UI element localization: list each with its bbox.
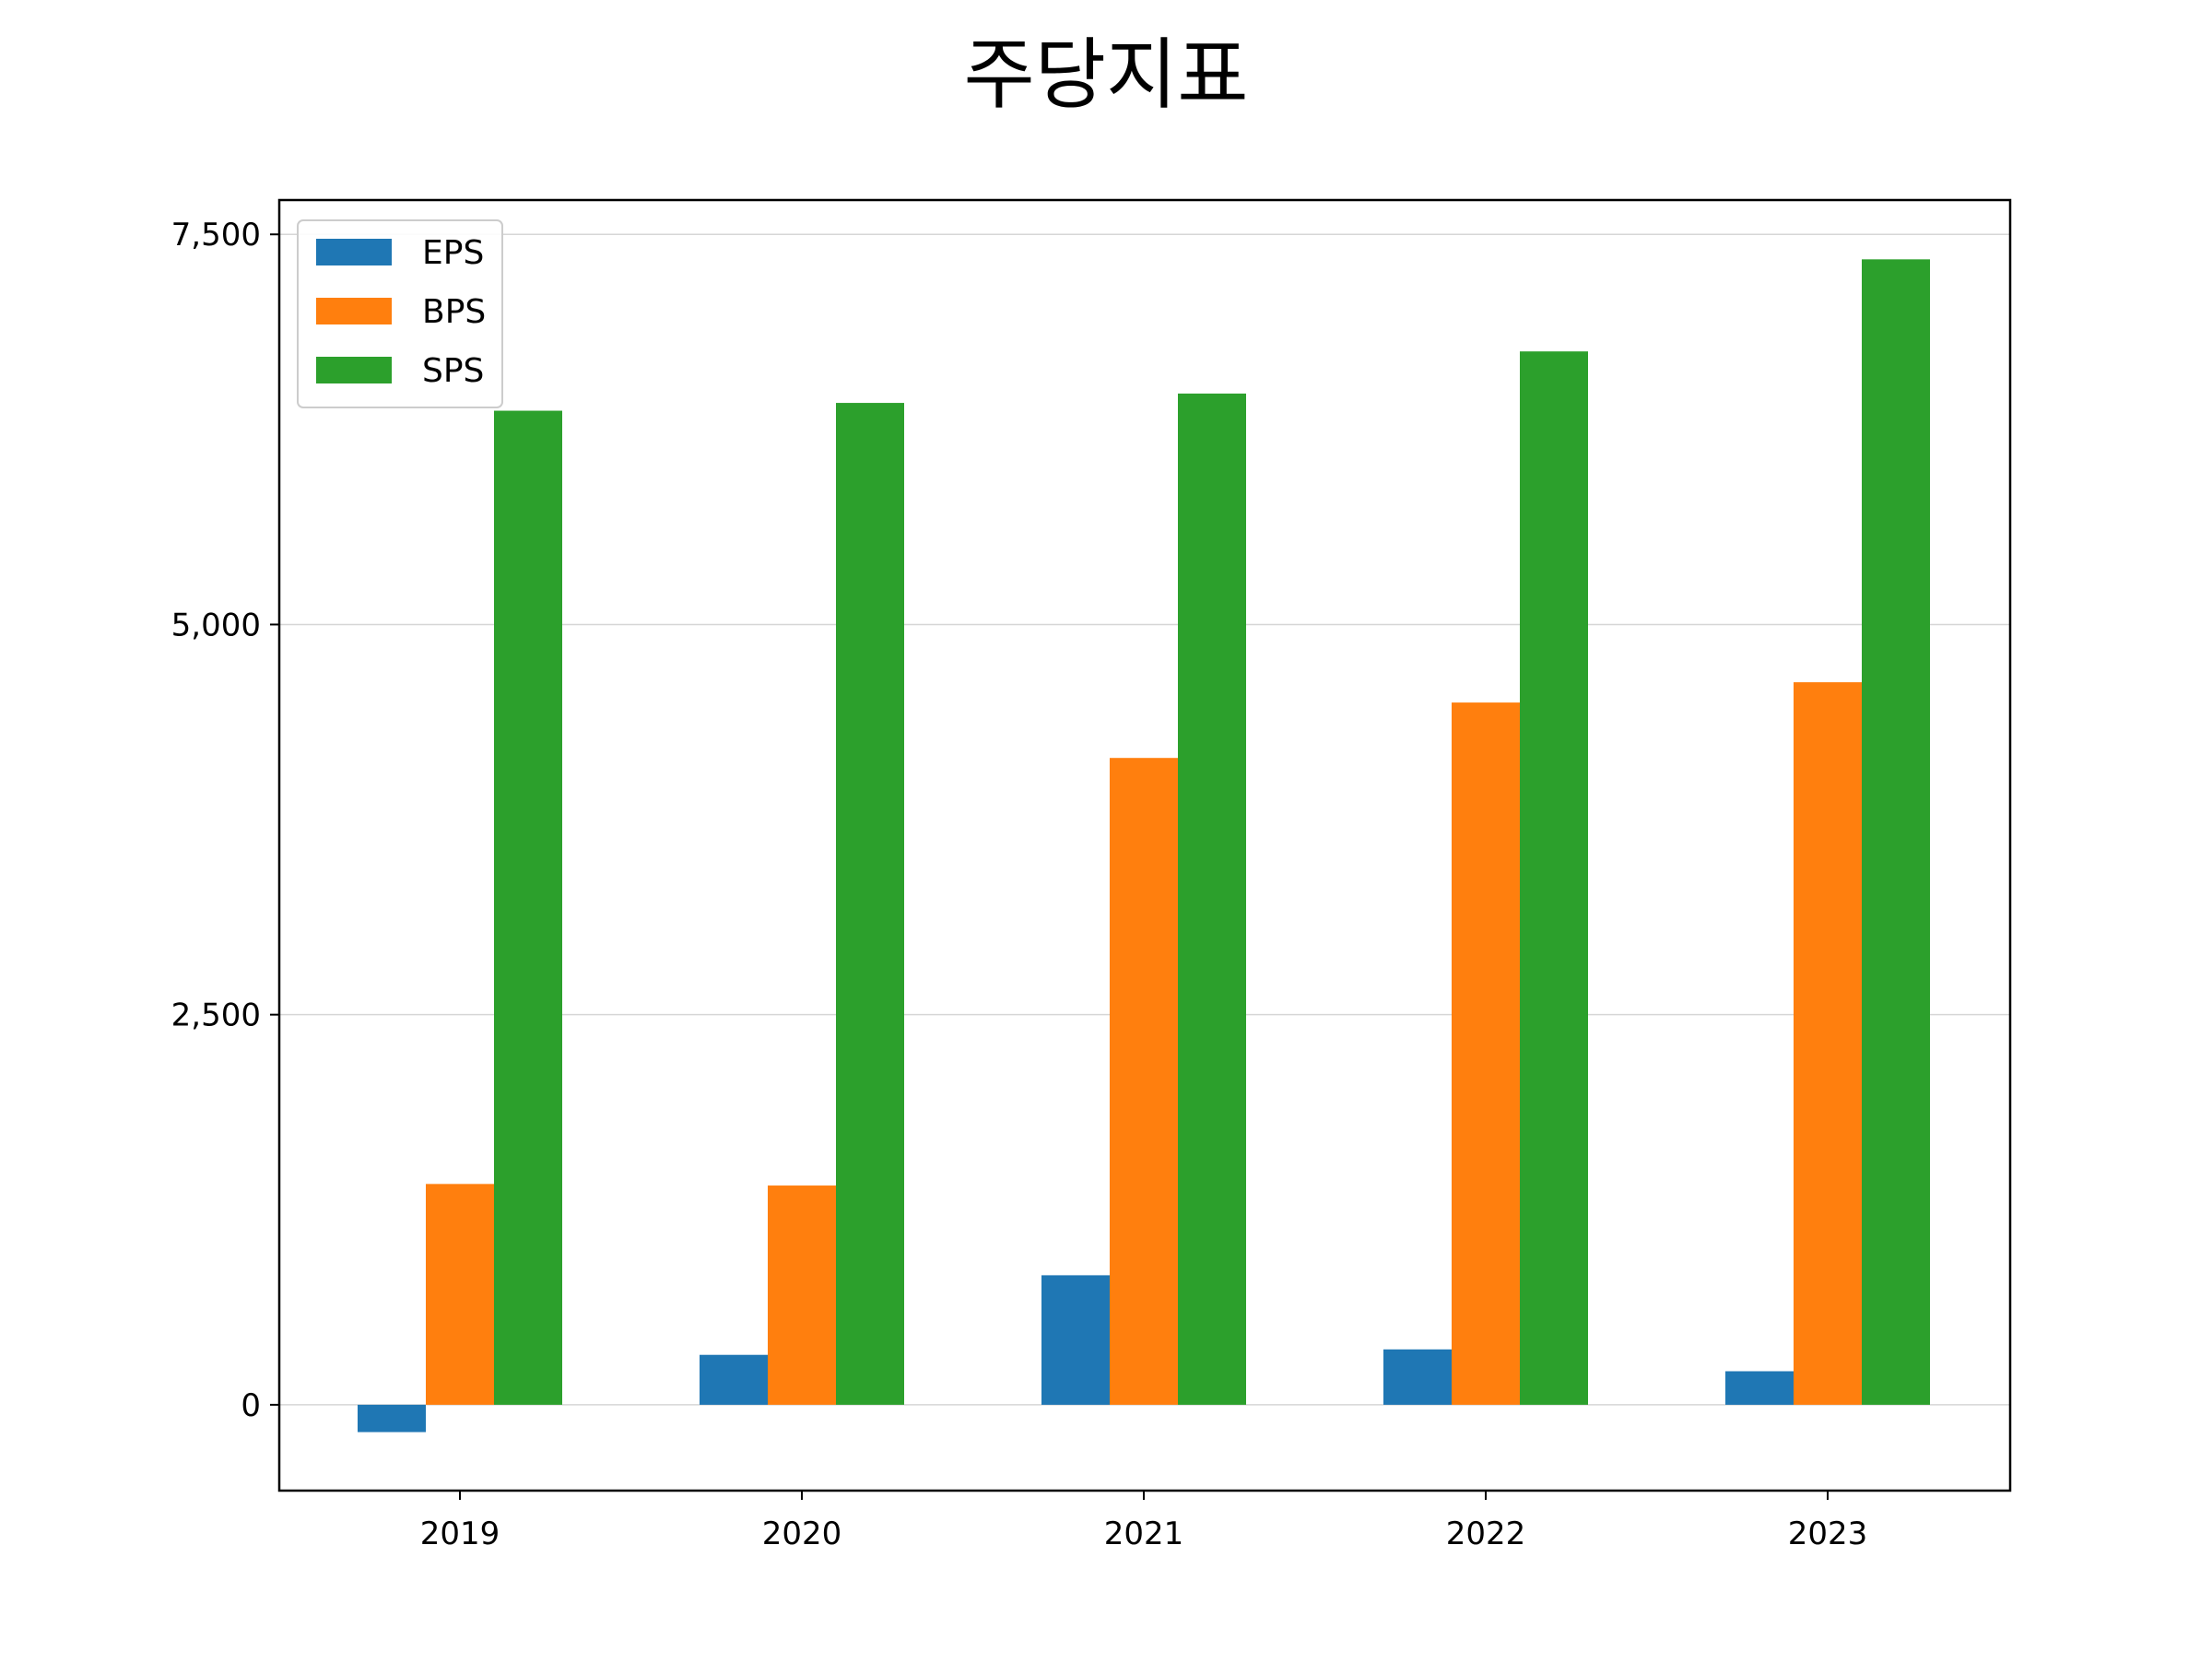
x-tick-label: 2019	[420, 1516, 500, 1552]
bar-sps-2021	[1178, 393, 1246, 1405]
y-tick-label: 0	[241, 1387, 261, 1424]
y-tick-label: 5,000	[171, 607, 261, 643]
x-axis: 2019 2020 2021 2022 2023	[420, 1491, 1868, 1552]
legend-label-sps: SPS	[422, 352, 484, 390]
bar-sps-2023	[1862, 259, 1930, 1405]
legend-swatch-bps	[316, 298, 392, 324]
legend: EPS BPS SPS	[297, 219, 503, 408]
y-tick-label: 2,500	[171, 997, 261, 1034]
bar-sps-2019	[494, 410, 562, 1405]
legend-label-bps: BPS	[422, 293, 486, 331]
legend-swatch-sps	[316, 357, 392, 383]
x-tick-label: 2022	[1446, 1516, 1526, 1552]
legend-label-eps: EPS	[422, 234, 484, 272]
legend-swatch-eps	[316, 239, 392, 265]
bar-eps-2021	[1041, 1275, 1110, 1405]
bar-bps-2020	[768, 1185, 836, 1405]
bar-sps-2022	[1520, 351, 1588, 1405]
bar-eps-2023	[1725, 1371, 1794, 1405]
bar-eps-2022	[1383, 1349, 1452, 1405]
bar-bps-2022	[1452, 702, 1520, 1405]
chart-title: 주당지표	[963, 29, 1249, 120]
bar-bps-2019	[426, 1184, 494, 1405]
bar-bps-2021	[1110, 758, 1178, 1405]
bar-sps-2020	[836, 403, 904, 1405]
bars	[358, 259, 1930, 1433]
x-tick-label: 2021	[1104, 1516, 1184, 1552]
bar-bps-2023	[1794, 682, 1862, 1405]
bar-eps-2020	[700, 1354, 768, 1405]
x-tick-label: 2023	[1788, 1516, 1868, 1552]
bar-eps-2019	[358, 1404, 426, 1433]
y-axis: 0 2,500 5,000 7,500	[171, 217, 279, 1424]
x-tick-label: 2020	[762, 1516, 842, 1552]
y-tick-label: 7,500	[171, 217, 261, 254]
